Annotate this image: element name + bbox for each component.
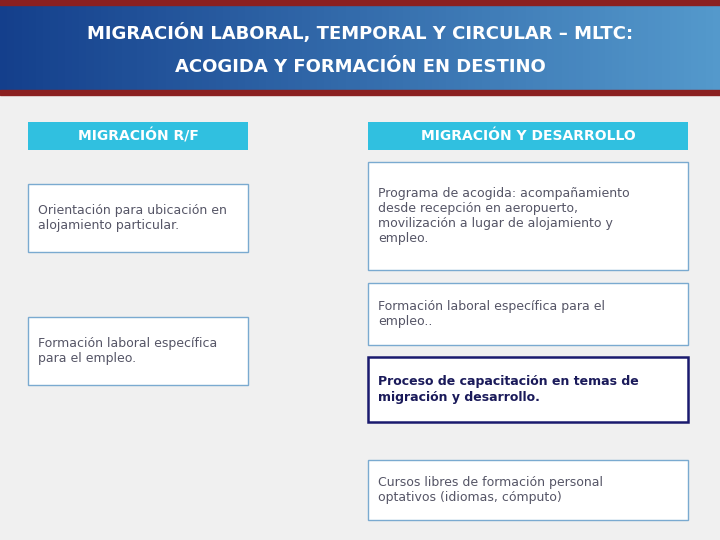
Text: MIGRACIÓN Y DESARROLLO: MIGRACIÓN Y DESARROLLO bbox=[420, 129, 635, 143]
Bar bbox=[28, 122, 248, 150]
Bar bbox=[28, 184, 248, 252]
Bar bbox=[0, 90, 720, 95]
Text: Cursos libres de formación personal
optativos (idiomas, cómputo): Cursos libres de formación personal opta… bbox=[378, 476, 603, 504]
Text: Proceso de capacitación en temas de
migración y desarrollo.: Proceso de capacitación en temas de migr… bbox=[378, 375, 639, 403]
Bar bbox=[368, 122, 688, 150]
Text: Formación laboral específica para el
empleo..: Formación laboral específica para el emp… bbox=[378, 300, 605, 328]
Text: Formación laboral específica
para el empleo.: Formación laboral específica para el emp… bbox=[38, 337, 217, 365]
Text: Programa de acogida: acompañamiento
desde recepción en aeropuerto,
movilización : Programa de acogida: acompañamiento desd… bbox=[378, 187, 629, 245]
Bar bbox=[0, 0, 720, 5]
Text: ACOGIDA Y FORMACIÓN EN DESTINO: ACOGIDA Y FORMACIÓN EN DESTINO bbox=[175, 57, 545, 76]
Text: MIGRACIÓN R/F: MIGRACIÓN R/F bbox=[78, 129, 199, 144]
Bar bbox=[368, 460, 688, 520]
Text: Orientación para ubicación en
alojamiento particular.: Orientación para ubicación en alojamient… bbox=[38, 204, 227, 232]
Bar bbox=[28, 317, 248, 385]
Bar bbox=[368, 357, 688, 422]
Bar bbox=[368, 162, 688, 270]
Bar bbox=[368, 283, 688, 345]
Text: MIGRACIÓN LABORAL, TEMPORAL Y CIRCULAR – MLTC:: MIGRACIÓN LABORAL, TEMPORAL Y CIRCULAR –… bbox=[87, 23, 633, 43]
